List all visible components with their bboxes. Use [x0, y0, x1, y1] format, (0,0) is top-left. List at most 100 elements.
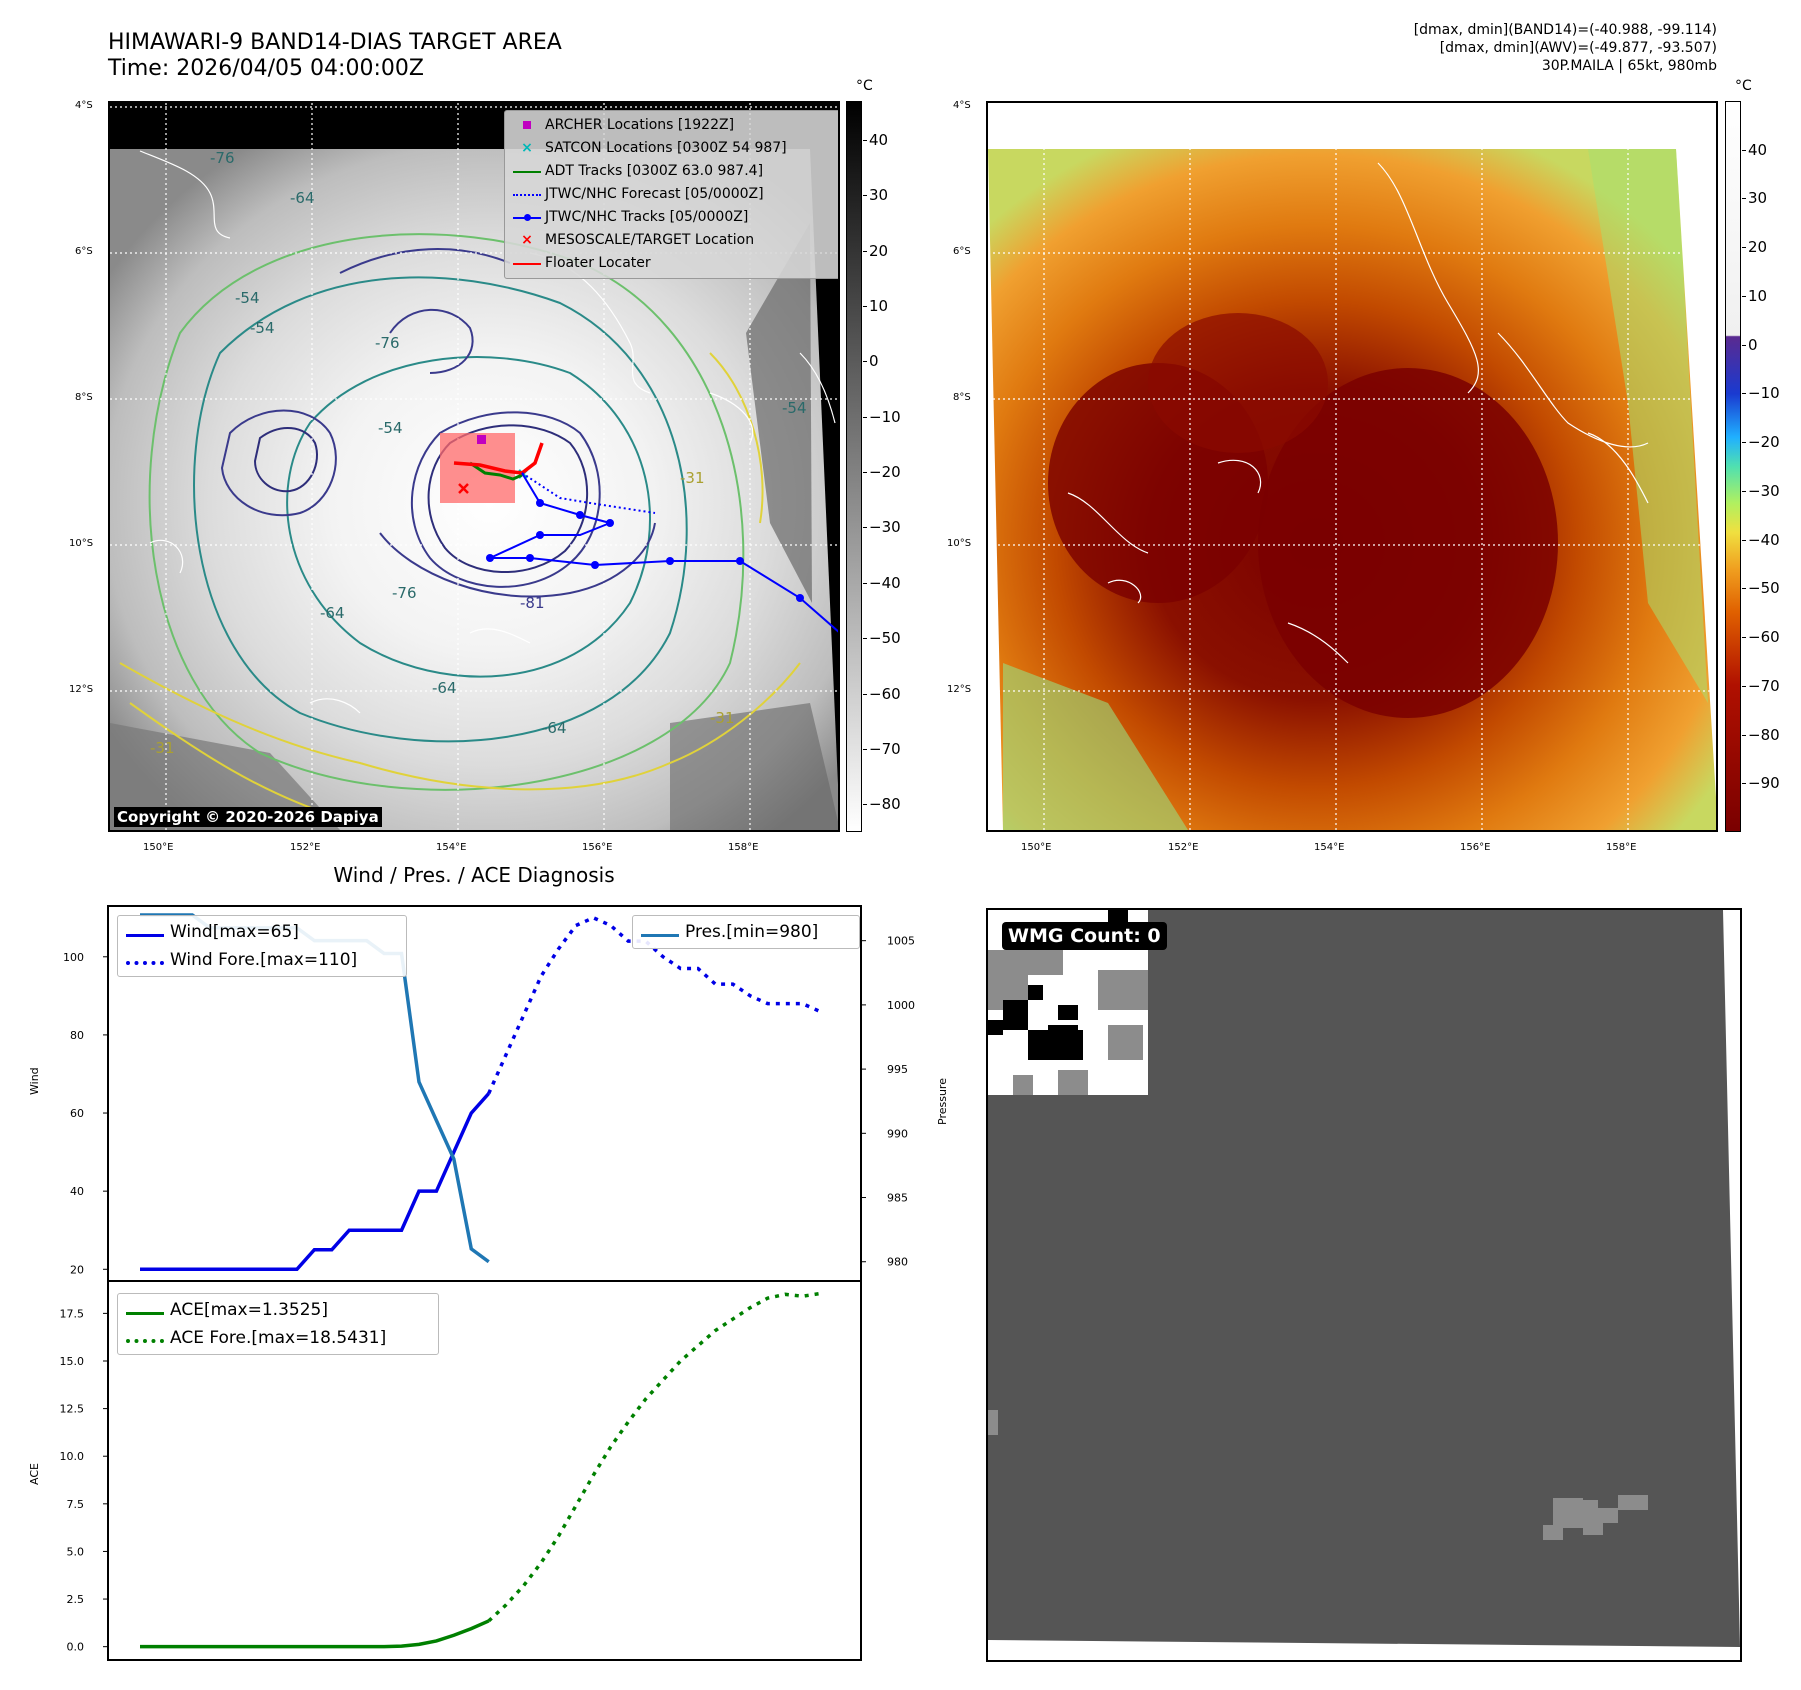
ir-colorbar-tick: −80	[869, 795, 901, 814]
ace-series-line-1	[487, 1291, 821, 1623]
legend-dotted-icon	[509, 183, 545, 206]
ir-colorbar-tick: −50	[869, 629, 901, 648]
lon-label: 150°E	[1021, 842, 1052, 853]
awv-colorbar-tick-mark	[1742, 344, 1746, 346]
awv-colorbar-tick-mark	[1742, 685, 1746, 687]
lon-label: 152°E	[290, 842, 321, 853]
ir-colorbar-tick-mark	[863, 305, 867, 307]
awv-colorbar-tick: −80	[1748, 725, 1780, 744]
lat-label: 8°S	[75, 392, 93, 403]
target-marker	[458, 483, 469, 494]
awv-colorbar-tick: 10	[1748, 286, 1768, 305]
ir-colorbar-tick-mark	[863, 139, 867, 141]
legend-label: MESOSCALE/TARGET Location	[545, 232, 755, 248]
figure-time: Time: 2026/04/05 04:00:00Z	[108, 56, 424, 81]
lon-label: 150°E	[143, 842, 174, 853]
ir-colorbar-tick-mark	[863, 250, 867, 252]
ir-colorbar-tick-mark	[863, 804, 867, 806]
wind-tick-label: 20	[70, 1263, 84, 1276]
ir-colorbar-tick: −40	[869, 573, 901, 592]
legend-label: ARCHER Locations [1922Z]	[545, 117, 735, 133]
legend-label: Pres.[min=980]	[685, 922, 819, 942]
jtwc-track-points	[486, 499, 804, 602]
contour-label: -64	[320, 604, 345, 622]
jtwc-forecast-track	[521, 472, 656, 514]
legend-label: Wind[max=65]	[170, 922, 299, 942]
legend-label: Wind Fore.[max=110]	[170, 950, 358, 970]
ir-contour-labels: -76 -64 -54 -54 -76 -54 -76 -81 -64 -64 …	[150, 149, 807, 757]
wmg-panel: WMG Count: 0	[986, 908, 1742, 1662]
legend-label: ACE[max=1.3525]	[170, 1300, 328, 1320]
ir-map-panel: -76 -64 -54 -54 -76 -54 -76 -81 -64 -64 …	[108, 101, 840, 832]
ir-colorbar-tick-mark	[863, 361, 867, 363]
awv-colorbar-tick: 0	[1748, 335, 1758, 354]
awv-map-svg	[988, 103, 1716, 830]
contour-label: -81	[520, 594, 545, 612]
ir-colorbar-tick: 0	[869, 352, 879, 371]
legend-dotted-icon	[122, 1327, 170, 1350]
legend-label: SATCON Locations [0300Z 54 987]	[545, 140, 787, 156]
pressure-tick-label: 1005	[887, 935, 915, 948]
ir-legend: ARCHER Locations [1922Z] × SATCON Locati…	[504, 110, 838, 279]
lat-label: 12°S	[69, 684, 94, 695]
awv-colorbar-tick: −10	[1748, 384, 1780, 403]
lat-label: 6°S	[953, 246, 971, 257]
wind-axis-label: Wind	[28, 1067, 41, 1095]
ir-colorbar-tick: −60	[869, 684, 901, 703]
ace-tick-label: 7.5	[67, 1498, 85, 1511]
awv-colorbar-tick-mark	[1742, 442, 1746, 444]
contour-label: -64	[432, 679, 457, 697]
lon-label: 156°E	[582, 842, 613, 853]
ace-tick-label: 12.5	[60, 1403, 85, 1416]
awv-colorbar-tick-mark	[1742, 393, 1746, 395]
wind-tick-label: 40	[70, 1185, 84, 1198]
ir-colorbar-tick-mark	[863, 416, 867, 418]
contour-label: -76	[375, 334, 400, 352]
lat-label: 4°S	[75, 100, 93, 111]
legend-label: JTWC/NHC Forecast [05/0000Z]	[545, 186, 764, 202]
lon-label: 154°E	[1314, 842, 1345, 853]
awv-colorbar-tick: −40	[1748, 530, 1780, 549]
ir-colorbar-tick: −30	[869, 518, 901, 537]
pressure-tick-label: 990	[887, 1127, 908, 1140]
awv-colorbar-tick-mark	[1742, 198, 1746, 200]
awv-colorbar-tick: −60	[1748, 628, 1780, 647]
legend-item: Floater Locater	[509, 252, 838, 275]
contour-label: -54	[378, 419, 403, 437]
legend-label: JTWC/NHC Tracks [05/0000Z]	[545, 209, 749, 225]
legend-item: JTWC/NHC Forecast [05/0000Z]	[509, 183, 838, 206]
awv-colorbar-tick-mark	[1742, 247, 1746, 249]
awv-coastlines	[1067, 162, 1649, 664]
contour-label: -54	[250, 319, 275, 337]
lon-label: 158°E	[1606, 842, 1637, 853]
awv-colorbar-tick-mark	[1742, 734, 1746, 736]
awv-colorbar-unit: °C	[1735, 78, 1752, 94]
ir-colorbar-tick: 10	[869, 296, 889, 315]
legend-item: × SATCON Locations [0300Z 54 987]	[509, 137, 838, 160]
awv-colorbar-tick: 20	[1748, 238, 1768, 257]
awv-colorbar-tick: 30	[1748, 189, 1768, 208]
ir-colorbar-unit: °C	[856, 78, 873, 94]
lat-label: 12°S	[947, 684, 972, 695]
awv-colorbar-tick-mark	[1742, 637, 1746, 639]
legend-label: ADT Tracks [0300Z 63.0 987.4]	[545, 163, 764, 179]
ir-colorbar-tick: 40	[869, 130, 889, 149]
lat-label: 10°S	[69, 538, 94, 549]
awv-colorbar-tick-mark	[1742, 295, 1746, 297]
info-band14: [dmax, dmin](BAND14)=(-40.988, -99.114)	[1413, 22, 1717, 38]
legend-item: Wind Fore.[max=110]	[122, 946, 402, 974]
awv-colorbar-tick: −30	[1748, 481, 1780, 500]
adt-track	[469, 461, 523, 481]
legend-x-icon: ×	[521, 232, 533, 248]
ace-tick-label: 5.0	[67, 1545, 85, 1558]
pressure-tick-label: 980	[887, 1256, 908, 1269]
ace-axis-label: ACE	[28, 1463, 41, 1485]
wmg-count-badge: WMG Count: 0	[1002, 922, 1167, 950]
wmg-svg	[988, 910, 1740, 1647]
ir-map-svg: -76 -64 -54 -54 -76 -54 -76 -81 -64 -64 …	[110, 103, 838, 830]
contour-label: -31	[150, 739, 175, 757]
contour-label: -64	[290, 189, 315, 207]
legend-line-dot-icon	[509, 206, 545, 229]
awv-colorbar-tick: −50	[1748, 579, 1780, 598]
ir-colorbar-tick: 30	[869, 186, 889, 205]
